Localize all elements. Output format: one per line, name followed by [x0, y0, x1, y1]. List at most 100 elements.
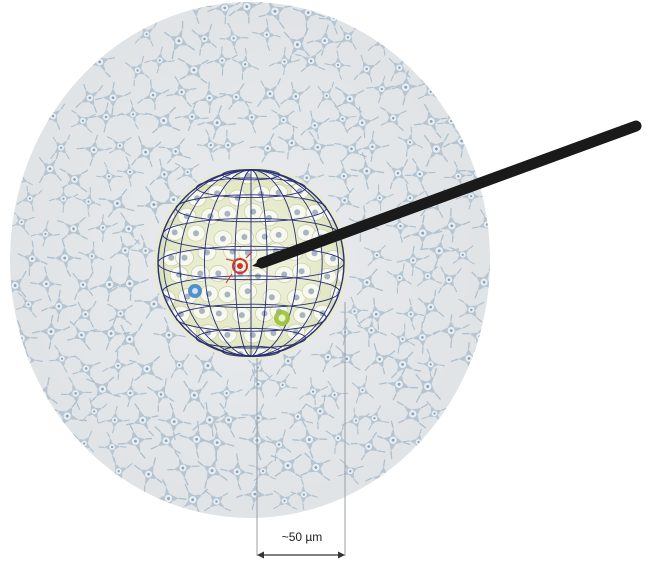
neuron-cell-icon: [249, 133, 285, 163]
neuron-cell-icon: [210, 379, 243, 408]
neuron-cell-icon: [96, 161, 123, 192]
neuron-cell-icon: [93, 318, 130, 351]
neuron-cell-icon: [397, 126, 424, 157]
neuron-cell-icon: [349, 268, 384, 296]
neuron-cell-icon: [144, 46, 175, 74]
neuron-cell-icon: [10, 270, 27, 303]
packed-cell-nucleus: [176, 271, 183, 278]
neuron-cell-icon: [206, 46, 238, 76]
neuron-cell-icon: [203, 490, 232, 512]
neuron-cell-icon: [351, 375, 374, 404]
packed-cell-nucleus: [184, 293, 191, 300]
neuron-cell-icon: [177, 58, 209, 84]
neuron-cell-icon: [191, 23, 217, 56]
neuron-cell-icon: [87, 214, 118, 242]
neuron-cell-icon: [292, 2, 325, 31]
neuron-cell-icon: [99, 406, 130, 434]
packed-cell-nucleus: [244, 249, 251, 256]
neuron-cell-icon: [449, 245, 475, 265]
neuron-cell-icon: [75, 83, 104, 113]
sphere-parallel: [195, 177, 307, 199]
neuron-cell-icon: [70, 109, 96, 134]
neuron-cell-icon: [167, 451, 200, 486]
neuron-cell-icon: [237, 101, 268, 134]
neuron-cell-icon: [358, 405, 390, 431]
neuron-cell-icon: [386, 159, 409, 190]
neuron-cell-icon: [197, 105, 237, 140]
neuron-cell-icon: [359, 297, 394, 330]
neuron-cell-icon: [295, 49, 326, 73]
packed-cell-nucleus: [245, 172, 251, 179]
neuron-cell-icon: [336, 23, 358, 50]
packed-cell-nucleus: [220, 235, 226, 242]
neuron-cell-icon: [365, 184, 394, 211]
scale-bar: [256, 302, 346, 556]
neuron-cell-icon: [417, 289, 445, 324]
neuron-cell-icon: [41, 289, 77, 322]
neuron-cell-icon: [16, 185, 43, 212]
packed-cell-nucleus: [181, 254, 188, 261]
neuron-cell-icon: [271, 109, 298, 130]
neuron-cell-icon: [380, 106, 407, 132]
neuron-cell-icon: [396, 183, 425, 212]
neuron-cell-icon: [174, 162, 200, 184]
neuron-cell-icon: [59, 168, 89, 193]
neuron-cell-icon: [423, 133, 450, 167]
neuron-cell-icon: [413, 103, 448, 139]
packed-cell-nucleus: [275, 189, 282, 196]
packed-cell-nucleus: [281, 271, 288, 278]
neuron-cell-icon: [166, 76, 197, 108]
neuron-cell-icon: [325, 423, 350, 454]
neuron-cell-icon: [196, 129, 226, 161]
neuron-cell-icon: [317, 81, 337, 108]
neuron-cell-icon: [220, 453, 254, 491]
neuron-cell-icon: [340, 296, 368, 326]
neuron-cell-icon: [258, 2, 293, 29]
neuron-cell-icon: [134, 22, 158, 47]
neuron-cell-icon: [458, 298, 485, 323]
neuron-cell-icon: [420, 234, 460, 269]
neuron-cell-icon: [50, 134, 71, 160]
neuron-cell-icon: [174, 101, 209, 132]
neuron-cell-icon: [158, 402, 192, 441]
neuron-cell-icon: [207, 2, 242, 25]
packed-cell-nucleus: [250, 208, 257, 215]
packed-cell-nucleus: [298, 268, 305, 275]
neuron-cell-icon: [170, 353, 190, 379]
neuron-cell-icon: [329, 105, 357, 134]
packed-cell-nucleus: [197, 270, 204, 277]
packed-cell-nucleus: [204, 249, 210, 256]
neuron-cell-icon: [137, 79, 170, 110]
tissue-neuron-field: [10, 2, 490, 518]
packed-cell-nucleus: [255, 273, 261, 280]
neuron-cell-icon: [248, 460, 276, 482]
packed-cell-nucleus: [308, 288, 315, 295]
neuron-cell-icon: [72, 300, 97, 328]
neuron-cell-icon: [86, 376, 121, 403]
neuron-cell-icon: [328, 159, 359, 193]
neuron-cell-icon: [17, 240, 48, 277]
neuron-cell-icon: [300, 110, 330, 140]
neuron-cell-icon: [131, 136, 162, 168]
packed-cell-nucleus: [215, 270, 222, 277]
packed-cell-nucleus: [270, 330, 277, 336]
highlighted-cell-red: [225, 251, 253, 284]
packed-cell-nucleus: [168, 254, 175, 261]
neuron-cell-icon: [192, 81, 227, 114]
sphere-parallel: [162, 275, 340, 309]
neuron-cell-icon: [405, 157, 436, 191]
neuron-cell-icon: [334, 135, 367, 162]
neuron-cell-icon: [273, 490, 298, 510]
neuron-cell-icon: [66, 320, 97, 351]
neuron-cell-icon: [163, 20, 196, 60]
neuron-cell-icon: [72, 271, 94, 300]
neuron-cell-icon: [298, 377, 329, 406]
sphere-grid-icon: [157, 168, 345, 358]
electrode-icon: [252, 120, 642, 269]
packed-cell-nucleus: [193, 230, 199, 237]
neuron-cell-icon: [337, 458, 364, 485]
neuron-cell-icon: [357, 312, 387, 348]
neuron-cell-icon: [49, 345, 76, 373]
neuron-cell-icon: [376, 420, 411, 460]
packed-cell-nucleus: [303, 229, 309, 236]
